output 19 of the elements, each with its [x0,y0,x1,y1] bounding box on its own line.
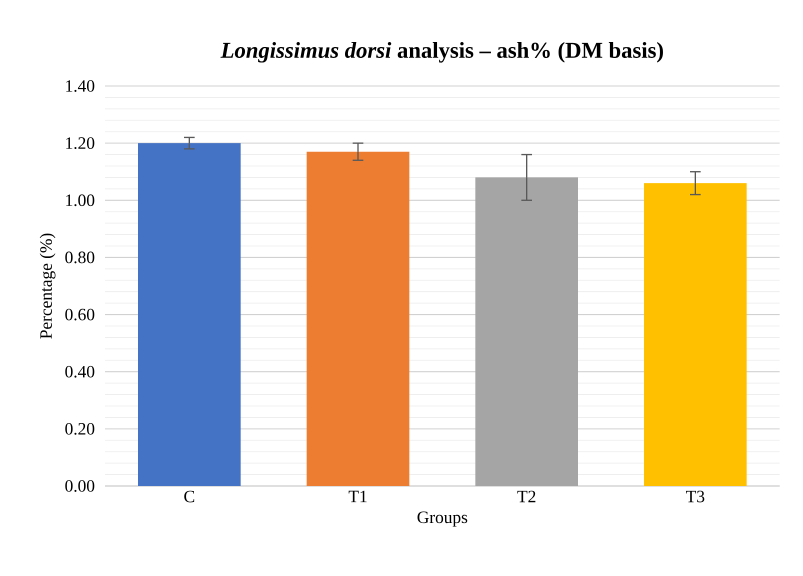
y-axis-title: Percentage (%) [40,234,56,339]
bar [475,177,578,486]
x-tick-label: T3 [686,490,704,502]
y-tick-label: 0.60 [65,308,94,320]
y-tick-label: 1.00 [66,194,94,206]
x-tick-label: T1 [348,490,367,502]
y-tick-label: 0.80 [65,252,94,264]
x-axis-title: Groups [418,512,468,527]
y-tick-label: 0.40 [65,366,94,378]
y-tick-label: 1.20 [66,137,94,150]
x-tick-label: C [184,490,194,502]
bar [306,152,410,486]
chart-title: Longissimus dorsi analysis – ash% (DM basis) [220,42,663,63]
bar [644,183,747,486]
y-tick-label: 0.00 [65,480,94,492]
y-tick-label: 0.20 [65,422,94,435]
x-tick-label: T2 [517,490,536,502]
y-tick-label: 1.40 [66,80,94,92]
bar [138,143,241,486]
